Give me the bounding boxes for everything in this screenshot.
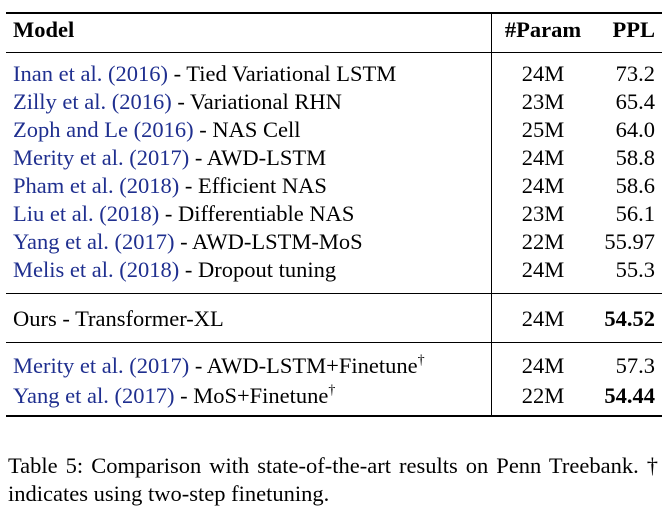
citation-link[interactable]: Melis et al. (2018) [13, 257, 180, 282]
model-description: - AWD-LSTM-MoS [174, 229, 363, 254]
citation-link[interactable]: Zoph and Le (2016) [13, 117, 194, 142]
ppl-value: 54.44 [604, 383, 655, 408]
section-rule [6, 293, 662, 294]
param-value: 25M [521, 117, 565, 142]
header-param: #Param [504, 17, 582, 42]
param-value: 23M [521, 89, 565, 114]
model-description: - Variational RHN [171, 89, 342, 114]
table-caption: Table 5: Comparison with state-of-the-ar… [8, 453, 658, 506]
model-description: - Efficient NAS [179, 173, 327, 198]
citation-link[interactable]: Pham et al. (2018) [13, 173, 180, 198]
ppl-value: 58.8 [615, 145, 655, 170]
ppl-value: 64.0 [615, 117, 655, 142]
table-row: Zoph and Le (2016) - NAS Cell 25M 64.0 [0, 116, 668, 144]
param-value: 23M [521, 201, 565, 226]
model-description: - Dropout tuning [179, 257, 337, 282]
section-rule [6, 342, 662, 343]
param-value: 24M [521, 145, 565, 170]
ppl-value: 55.97 [604, 229, 655, 254]
model-description: - NAS Cell [193, 117, 301, 142]
table-row: Pham et al. (2018) - Efficient NAS 24M 5… [0, 172, 668, 200]
ours-row: Ours - Transformer-XL 24M 54.52 [0, 305, 668, 333]
model-description: - AWD-LSTM [189, 145, 327, 170]
citation-link[interactable]: Merity et al. (2017) [13, 353, 190, 378]
table-row: Melis et al. (2018) - Dropout tuning 24M… [0, 256, 668, 284]
param-value: 24M [521, 306, 565, 331]
top-rule [6, 12, 662, 14]
dagger-mark: † [417, 353, 425, 368]
table-row: Yang et al. (2017) - AWD-LSTM-MoS 22M 55… [0, 228, 668, 256]
param-value: 22M [521, 229, 565, 254]
model-description: - MoS+Finetune [174, 383, 329, 408]
param-value: 24M [521, 173, 565, 198]
ours-model: Ours - Transformer-XL [13, 306, 224, 331]
model-description: - Differentiable NAS [159, 201, 355, 226]
ppl-value: 54.52 [604, 306, 655, 331]
param-value: 24M [521, 61, 565, 86]
model-description: - AWD-LSTM+Finetune [189, 353, 418, 378]
ppl-value: 55.3 [615, 257, 655, 282]
citation-link[interactable]: Yang et al. (2017) [13, 229, 175, 254]
dagger-mark: † [328, 383, 336, 398]
citation-link[interactable]: Inan et al. (2016) [13, 61, 168, 86]
citation-link[interactable]: Yang et al. (2017) [13, 383, 175, 408]
param-value: 22M [521, 383, 565, 408]
citation-link[interactable]: Zilly et al. (2016) [13, 89, 172, 114]
header-model: Model [13, 17, 75, 42]
ppl-value: 65.4 [615, 89, 655, 114]
table-row: Merity et al. (2017) - AWD-LSTM+Finetune… [0, 352, 668, 380]
model-description: - Tied Variational LSTM [167, 61, 397, 86]
table-header-row: Model #Param PPL [0, 16, 668, 44]
citation-link[interactable]: Liu et al. (2018) [13, 201, 160, 226]
table-row: Zilly et al. (2016) - Variational RHN 23… [0, 88, 668, 116]
header-rule [6, 52, 662, 53]
header-ppl: PPL [612, 17, 656, 42]
ppl-value: 58.6 [615, 173, 655, 198]
table-row: Inan et al. (2016) - Tied Variational LS… [0, 60, 668, 88]
column-divider [491, 14, 492, 416]
table-row: Liu et al. (2018) - Differentiable NAS 2… [0, 200, 668, 228]
param-value: 24M [521, 257, 565, 282]
citation-link[interactable]: Merity et al. (2017) [13, 145, 190, 170]
ppl-value: 56.1 [615, 201, 655, 226]
ppl-value: 73.2 [615, 61, 655, 86]
ppl-value: 57.3 [615, 353, 655, 378]
table-row: Merity et al. (2017) - AWD-LSTM 24M 58.8 [0, 144, 668, 172]
param-value: 24M [521, 353, 565, 378]
table-row: Yang et al. (2017) - MoS+Finetune† 22M 5… [0, 382, 668, 410]
bottom-rule [6, 415, 662, 417]
